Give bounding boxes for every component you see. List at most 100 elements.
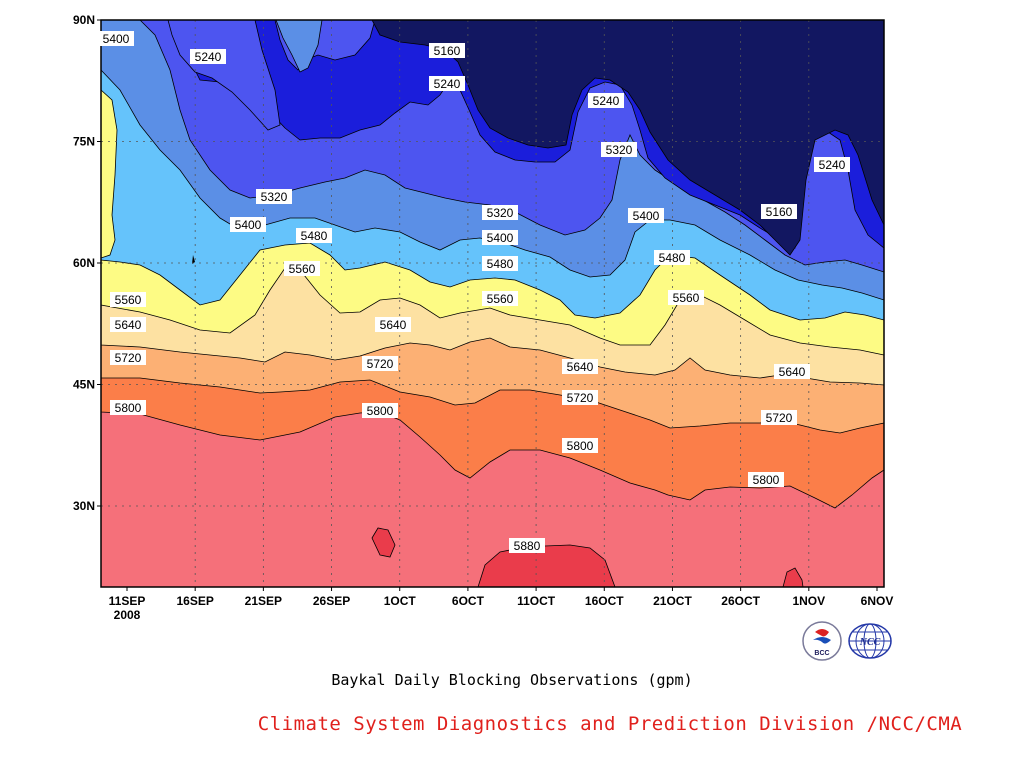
y-axis: 90N 75N 60N 45N 30N — [73, 13, 101, 513]
svg-text:5800: 5800 — [367, 404, 394, 418]
svg-text:5640: 5640 — [115, 318, 142, 332]
contour-label: 5320 — [482, 205, 518, 220]
y-tick-label: 30N — [73, 499, 95, 513]
contour-label: 5480 — [654, 250, 690, 265]
band-above-5880-b — [371, 527, 396, 558]
contour-label: 5640 — [110, 317, 146, 332]
svg-text:NCC: NCC — [859, 637, 881, 648]
x-tick-label: 16SEP — [177, 594, 214, 608]
y-tick-label: 45N — [73, 378, 95, 392]
credit-line: Climate System Diagnostics and Predictio… — [257, 713, 963, 735]
x-year-label: 2008 — [114, 608, 141, 622]
x-tick-label: 21SEP — [245, 594, 282, 608]
contour-label: 5320 — [601, 142, 637, 157]
svg-text:5720: 5720 — [766, 411, 793, 425]
contour-label: 5800 — [562, 438, 598, 453]
svg-text:5160: 5160 — [434, 44, 461, 58]
y-tick-label: 75N — [73, 135, 95, 149]
y-tick-label: 60N — [73, 256, 95, 270]
contour-label: 5720 — [110, 350, 146, 365]
contour-label: 5720 — [562, 390, 598, 405]
svg-text:5480: 5480 — [659, 251, 686, 265]
svg-text:5320: 5320 — [261, 190, 288, 204]
svg-text:5480: 5480 — [301, 229, 328, 243]
contour-label: 5240 — [429, 76, 465, 91]
svg-text:5160: 5160 — [766, 205, 793, 219]
svg-text:5560: 5560 — [673, 291, 700, 305]
contour-label: 5240 — [588, 93, 624, 108]
svg-text:5800: 5800 — [115, 401, 142, 415]
svg-text:5240: 5240 — [434, 77, 461, 91]
svg-text:5720: 5720 — [367, 357, 394, 371]
contour-label: 5160 — [429, 43, 465, 58]
contour-label: 5560 — [668, 290, 704, 305]
speck — [192, 255, 195, 264]
band-below-5160 — [371, 19, 885, 256]
svg-text:5240: 5240 — [819, 158, 846, 172]
svg-text:5720: 5720 — [567, 391, 594, 405]
x-tick-label: 26SEP — [313, 594, 350, 608]
contour-label: 5240 — [190, 49, 226, 64]
contour-labels: 5400 5240 5160 5240 5240 5320 5320 5400 5320 5400… — [98, 31, 850, 553]
contour-label: 5800 — [362, 403, 398, 418]
contour-label: 5240 — [814, 157, 850, 172]
contour-label: 5160 — [761, 204, 797, 219]
x-tick-label: 21OCT — [653, 594, 692, 608]
contour-label: 5400 — [482, 230, 518, 245]
bcc-logo: BCC — [801, 620, 843, 662]
x-tick-label: 11OCT — [517, 594, 556, 608]
band-above-5880-a — [477, 544, 616, 588]
x-tick-label: 16OCT — [585, 594, 624, 608]
svg-text:5320: 5320 — [606, 143, 633, 157]
contour-label: 5800 — [748, 472, 784, 487]
contour-label: 5720 — [761, 410, 797, 425]
contour-label: 5400 — [98, 31, 134, 46]
contour-label: 5880 — [509, 538, 545, 553]
grid — [101, 20, 884, 587]
contour-label: 5640 — [375, 317, 411, 332]
ncc-logo: NCC — [847, 620, 892, 662]
svg-text:5720: 5720 — [115, 351, 142, 365]
svg-text:5640: 5640 — [779, 365, 806, 379]
svg-text:5400: 5400 — [235, 218, 262, 232]
svg-text:5240: 5240 — [593, 94, 620, 108]
contour-label: 5640 — [562, 359, 598, 374]
svg-text:5400: 5400 — [103, 32, 130, 46]
svg-text:5560: 5560 — [487, 292, 514, 306]
svg-text:5240: 5240 — [195, 50, 222, 64]
svg-text:5320: 5320 — [487, 206, 514, 220]
x-tick-label: 1OCT — [384, 594, 417, 608]
svg-text:5640: 5640 — [380, 318, 407, 332]
x-tick-label: 6NOV — [861, 594, 894, 608]
svg-text:5560: 5560 — [289, 262, 316, 276]
contour-label: 5640 — [774, 364, 810, 379]
x-tick-label: 1NOV — [792, 594, 825, 608]
contour-label: 5400 — [628, 208, 664, 223]
svg-text:5400: 5400 — [487, 231, 514, 245]
svg-text:BCC: BCC — [814, 650, 829, 657]
x-tick-label: 11SEP — [109, 594, 146, 608]
contour-label: 5480 — [482, 256, 518, 271]
plot-frame — [100, 19, 885, 588]
svg-text:5800: 5800 — [753, 473, 780, 487]
contour-label: 5720 — [362, 356, 398, 371]
x-axis: 11SEP 16SEP 21SEP 26SEP 1OCT 6OCT 11OCT 16OCT 21… — [109, 587, 894, 608]
y-tick-label: 90N — [73, 13, 95, 27]
svg-text:5560: 5560 — [115, 293, 142, 307]
chart-caption: Baykal Daily Blocking Observations (gpm) — [331, 671, 693, 689]
contour-label: 5400 — [230, 217, 266, 232]
svg-text:5880: 5880 — [514, 539, 541, 553]
contour-label: 5800 — [110, 400, 146, 415]
contour-label: 5560 — [110, 292, 146, 307]
contour-label: 5560 — [284, 261, 320, 276]
contour-label: 5560 — [482, 291, 518, 306]
band-5480-5560-pocket — [100, 89, 118, 259]
x-tick-label: 26OCT — [721, 594, 760, 608]
band-5320-5400-patch — [275, 19, 323, 73]
x-tick-label: 6OCT — [452, 594, 485, 608]
svg-text:5800: 5800 — [567, 439, 594, 453]
svg-text:5480: 5480 — [487, 257, 514, 271]
svg-text:5640: 5640 — [567, 360, 594, 374]
svg-text:5400: 5400 — [633, 209, 660, 223]
